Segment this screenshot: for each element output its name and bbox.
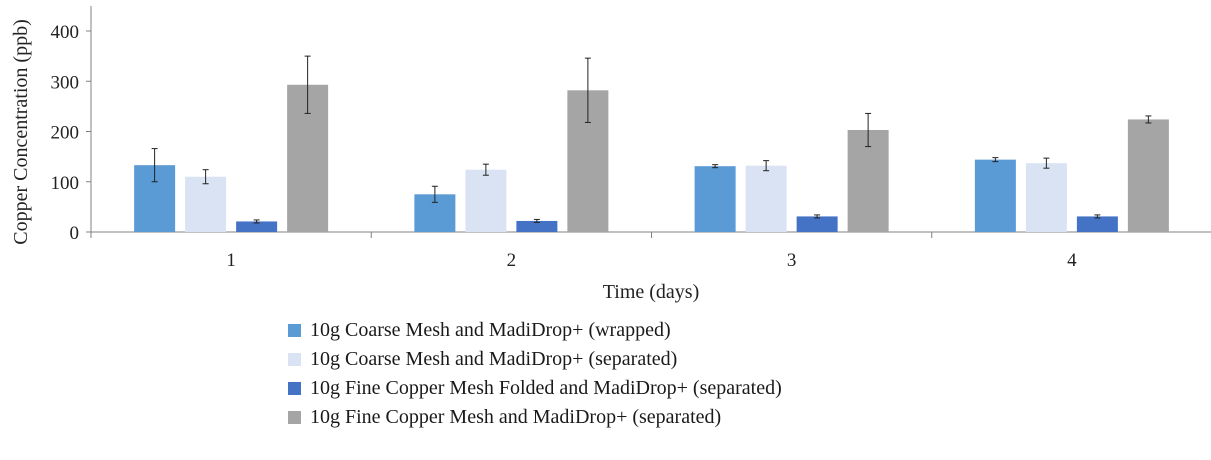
bar	[516, 220, 558, 232]
bar	[745, 165, 787, 232]
y-tick-label: 400	[51, 22, 80, 43]
legend-item: 10g Fine Copper Mesh and MadiDrop+ (sepa…	[288, 403, 782, 432]
y-tick-label: 100	[51, 173, 80, 194]
x-tick-label: 4	[1067, 250, 1077, 271]
y-axis-label: Copper Concentration (ppb)	[10, 19, 32, 245]
legend-swatch	[288, 324, 301, 337]
bar	[796, 216, 838, 232]
bar	[465, 169, 507, 232]
legend-item: 10g Coarse Mesh and MadiDrop+ (wrapped)	[288, 316, 782, 345]
legend-swatch	[288, 411, 301, 424]
x-tick-label: 1	[226, 250, 236, 271]
y-tick-label: 0	[70, 223, 80, 244]
legend-item: 10g Fine Copper Mesh Folded and MadiDrop…	[288, 374, 782, 403]
bar	[1127, 119, 1169, 232]
legend-label: 10g Coarse Mesh and MadiDrop+ (separated…	[310, 348, 678, 370]
plot-area: 0 100 200 300 400 1 2 3 4	[51, 6, 1211, 271]
x-axis-label: Time (days)	[603, 281, 699, 303]
legend-swatch	[288, 382, 301, 395]
bar	[694, 166, 736, 232]
legend: 10g Coarse Mesh and MadiDrop+ (wrapped) …	[288, 316, 782, 432]
legend-label: 10g Fine Copper Mesh Folded and MadiDrop…	[310, 377, 782, 399]
y-tick-label: 200	[51, 123, 80, 144]
bar	[974, 159, 1016, 232]
bar	[236, 221, 278, 232]
bar	[1076, 216, 1118, 232]
y-tick-label: 300	[51, 72, 80, 93]
legend-item: 10g Coarse Mesh and MadiDrop+ (separated…	[288, 345, 782, 374]
bar	[185, 176, 227, 232]
x-tick-label: 3	[787, 250, 797, 271]
bar	[1025, 163, 1067, 232]
legend-label: 10g Coarse Mesh and MadiDrop+ (wrapped)	[310, 319, 671, 341]
legend-label: 10g Fine Copper Mesh and MadiDrop+ (sepa…	[310, 406, 722, 428]
x-tick-label: 2	[507, 250, 517, 271]
legend-swatch	[288, 353, 301, 366]
